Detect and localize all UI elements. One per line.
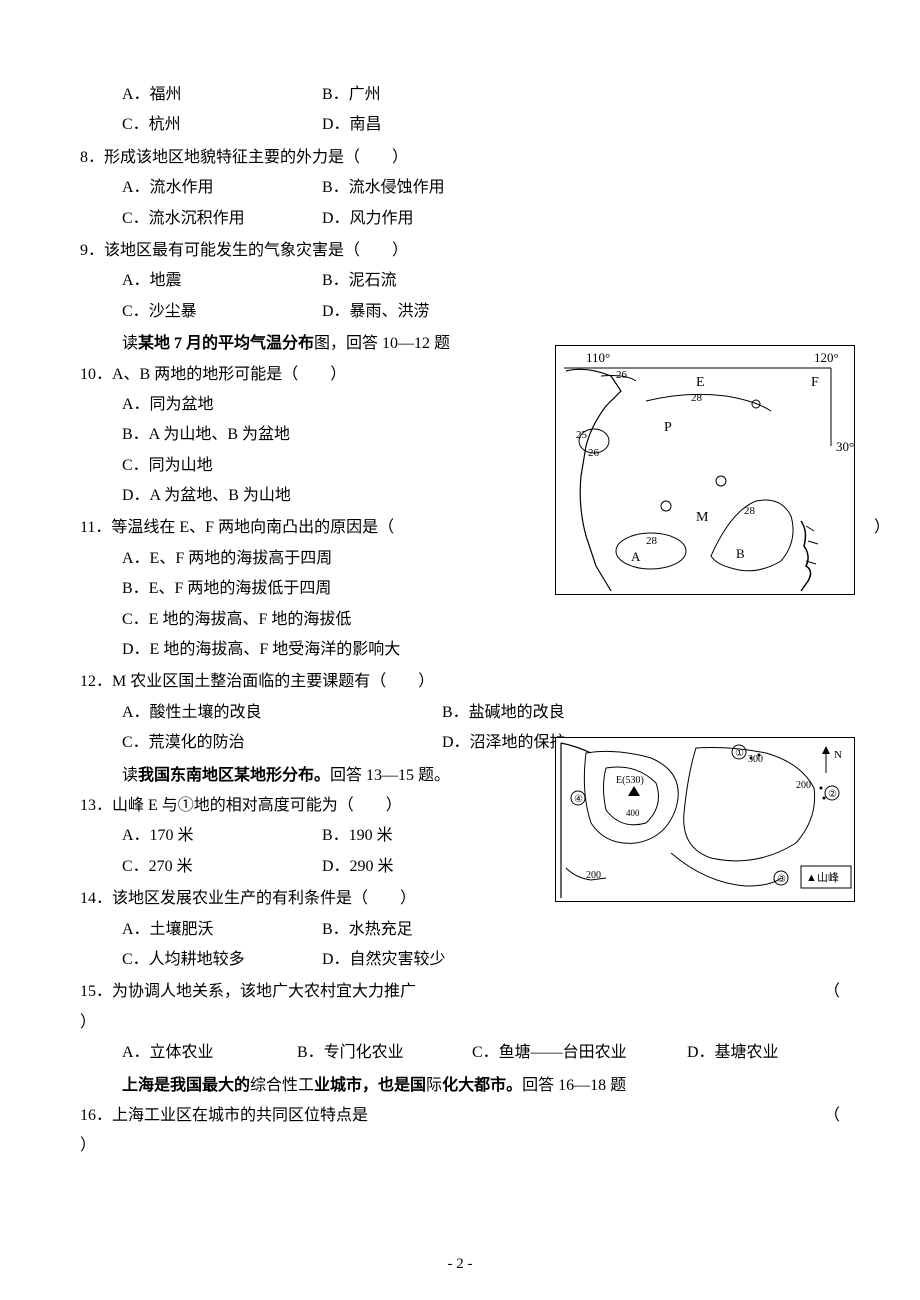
instruction-3: 上海是我国最大的综合性工业城市，也是国际化大都市。回答 16—18 题	[80, 1071, 840, 1101]
q9-row2: C．沙尘暴 D．暴雨、洪涝	[122, 297, 840, 327]
q12-opt-d: D．沼泽地的保护	[442, 728, 566, 758]
q13-opt-d: D．290 米	[322, 852, 522, 882]
q9-row1: A．地震 B．泥石流	[122, 266, 840, 296]
q14-opt-b: B．水热充足	[322, 915, 522, 945]
q9-opt-a: A．地震	[122, 266, 322, 296]
q7-opt-a: A．福州	[122, 80, 322, 110]
q8-opt-c: C．流水沉积作用	[122, 204, 322, 234]
q11-opt-c: C．E 地的海拔高、F 地的海拔低	[122, 605, 840, 635]
q16-paren-close: ）	[80, 1131, 840, 1161]
instr1-post: 图，回答 10—12 题	[314, 335, 450, 352]
f2-c2: ②	[828, 789, 837, 800]
instr3-m1: 综合性工	[250, 1077, 314, 1094]
q14-opt-a: A．土壤肥沃	[122, 915, 322, 945]
f2-c1: ①	[735, 748, 744, 759]
q15-opt-a: A．立体农业	[122, 1038, 297, 1068]
q8-row2: C．流水沉积作用 D．风力作用	[122, 204, 840, 234]
f2-c4: ④	[574, 794, 583, 805]
f1-lat30: 30°	[836, 439, 854, 454]
q8: 8．形成该地区地貌特征主要的外力是（ ） A．流水作用 B．流水侵蚀作用 C．流…	[80, 143, 840, 234]
instr1-pre: 读	[122, 335, 138, 352]
q16: 16．上海工业区在城市的共同区位特点是 （ ）	[80, 1101, 840, 1162]
q8-stem: 8．形成该地区地貌特征主要的外力是（ ）	[80, 143, 840, 173]
q9-stem: 9．该地区最有可能发生的气象灾害是（ ）	[80, 236, 840, 266]
q13-opt-c: C．270 米	[122, 852, 322, 882]
q14-opt-d: D．自然灾害较少	[322, 945, 522, 975]
f1-v26a: 26	[616, 369, 628, 381]
q13-opt-b: B．190 米	[322, 821, 522, 851]
q11-opt-d: D．E 地的海拔高、F 地受海洋的影响大	[122, 635, 840, 665]
q16-stem: 16．上海工业区在城市的共同区位特点是 （	[80, 1101, 840, 1131]
q14-row2: C．人均耕地较多 D．自然灾害较少	[122, 945, 840, 975]
q11-opt-b: B．E、F 两地的海拔低于四周	[122, 574, 840, 604]
q9: 9．该地区最有可能发生的气象灾害是（ ） A．地震 B．泥石流 C．沙尘暴 D．…	[80, 236, 840, 327]
f1-lon110: 110°	[586, 350, 610, 365]
instr3-m2: 际	[426, 1077, 442, 1094]
q15: 15．为协调人地关系，该地广大农村宜大力推广 （ ） A．立体农业 B．专门化农…	[80, 977, 840, 1068]
q15-paren-open: （	[824, 977, 840, 1007]
instr1-bold: 某地 7 月的平均气温分布	[138, 335, 314, 352]
instr2-post: 回答 13—15 题。	[330, 767, 450, 784]
q8-opt-d: D．风力作用	[322, 204, 522, 234]
q8-row1: A．流水作用 B．流水侵蚀作用	[122, 173, 840, 203]
q7-options: A．福州 B．广州 C．杭州 D．南昌	[80, 80, 840, 141]
instr3-post: 回答 16—18 题	[522, 1077, 626, 1094]
q15-opt-c: C．鱼塘——台田农业	[472, 1038, 687, 1068]
q11: 11．等温线在 E、F 两地向南凸出的原因是（ ） A．E、F 两地的海拔高于四…	[80, 513, 840, 665]
q16-paren-open: （	[824, 1101, 840, 1131]
instr3-b3: 化大都市。	[442, 1077, 522, 1094]
q9-opt-b: B．泥石流	[322, 266, 522, 296]
q7-opt-d: D．南昌	[322, 110, 522, 140]
instr3-b2: 业城市，也是国	[314, 1077, 426, 1094]
instr3-b1: 上海是我国最大的	[122, 1077, 250, 1094]
q14-opt-c: C．人均耕地较多	[122, 945, 322, 975]
q15-stem: 15．为协调人地关系，该地广大农村宜大力推广 （	[80, 977, 840, 1007]
f2-v400: 400	[626, 808, 640, 818]
q7-row1: A．福州 B．广州	[122, 80, 840, 110]
q15-paren-close: ）	[80, 1008, 840, 1038]
q7-row2: C．杭州 D．南昌	[122, 110, 840, 140]
q11-paren: ）	[874, 513, 890, 543]
q12-opt-a: A．酸性土壤的改良	[122, 698, 442, 728]
q8-opt-a: A．流水作用	[122, 173, 322, 203]
f1-v26b: 26	[588, 447, 600, 459]
q9-opt-c: C．沙尘暴	[122, 297, 322, 327]
f1-lon120: 120°	[814, 350, 839, 365]
page-number: - 2 -	[0, 1250, 920, 1279]
q11-stem: 11．等温线在 E、F 两地向南凸出的原因是（ ）	[80, 513, 840, 543]
q16-stem-text: 16．上海工业区在城市的共同区位特点是	[80, 1107, 368, 1124]
f1-P: P	[664, 420, 672, 435]
q15-stem-text: 15．为协调人地关系，该地广大农村宜大力推广	[80, 983, 416, 1000]
q14-row1: A．土壤肥沃 B．水热充足	[122, 915, 840, 945]
q9-opt-d: D．暴雨、洪涝	[322, 297, 522, 327]
q8-opt-b: B．流水侵蚀作用	[322, 173, 522, 203]
q12-opt-c: C．荒漠化的防治	[122, 728, 442, 758]
q15-opt-b: B．专门化农业	[297, 1038, 472, 1068]
f2-E530: E(530)	[616, 775, 644, 786]
f1-v25: 25	[576, 429, 588, 441]
q11-opt-a: A．E、F 两地的海拔高于四周	[122, 544, 840, 574]
f2-N: N	[834, 749, 842, 761]
q12-opt-b: B．盐碱地的改良	[442, 698, 565, 728]
f1-E: E	[696, 375, 705, 390]
q7-opt-b: B．广州	[322, 80, 522, 110]
instr2-pre: 读	[122, 767, 138, 784]
instr2-bold: 我国东南地区某地形分布。	[138, 767, 330, 784]
figure-contour-map: N E(530) 400 300 200 200 ① ② ③ ④ ▲山峰	[555, 737, 855, 902]
q12-stem: 12．M 农业区国土整治面临的主要课题有（ ）	[80, 667, 840, 697]
q13-opt-a: A．170 米	[122, 821, 322, 851]
f2-c3: ③	[777, 874, 786, 885]
f2-v200b: 200	[586, 870, 601, 881]
f2-v200a: 200	[796, 780, 811, 791]
f1-F: F	[811, 375, 819, 390]
q11-stem-text: 11．等温线在 E、F 两地向南凸出的原因是（	[80, 519, 394, 536]
f2-peak: ▲山峰	[806, 871, 839, 884]
q12-row1: A．酸性土壤的改良 B．盐碱地的改良	[122, 698, 840, 728]
q15-row: A．立体农业 B．专门化农业 C．鱼塘——台田农业 D．基塘农业	[122, 1038, 840, 1068]
q15-opt-d: D．基塘农业	[687, 1038, 779, 1068]
f2-v300: 300	[748, 754, 763, 765]
f1-v28a: 28	[691, 392, 703, 404]
q7-opt-c: C．杭州	[122, 110, 322, 140]
